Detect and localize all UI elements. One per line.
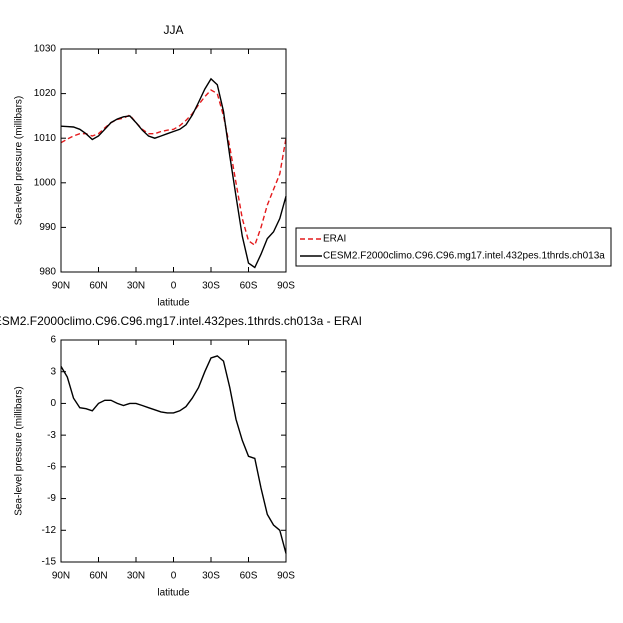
y-tick-label: 3 <box>50 366 56 377</box>
x-tick-label: 60S <box>240 571 258 582</box>
x-axis-label: latitude <box>157 588 190 599</box>
x-tick-label: 30N <box>127 281 145 292</box>
y-tick-label: 980 <box>39 267 56 278</box>
y-tick-label: 6 <box>50 335 56 346</box>
x-tick-label: 60N <box>89 281 107 292</box>
data-line <box>60 89 287 247</box>
x-tick-label: 90N <box>52 571 70 582</box>
y-tick-label: -3 <box>47 430 56 441</box>
y-tick-label: -6 <box>47 461 56 472</box>
x-tick-label: 90S <box>277 281 295 292</box>
legend-label: ERAI <box>323 234 346 245</box>
plot-frame <box>60 48 287 273</box>
x-tick-label: 90S <box>277 571 295 582</box>
y-tick-label: 990 <box>39 222 56 233</box>
x-tick-label: 60S <box>240 281 258 292</box>
chart-title: CESM2.F2000climo.C96.C96.mg17.intel.432p… <box>0 314 362 328</box>
x-tick-label: 30N <box>127 571 145 582</box>
legend-box <box>295 227 612 267</box>
x-tick-label: 60N <box>89 571 107 582</box>
y-tick-label: -9 <box>47 493 56 504</box>
legend-label: CESM2.F2000climo.C96.C96.mg17.intel.432p… <box>323 251 605 262</box>
y-axis-label: Sea-level pressure (millibars) <box>14 386 25 515</box>
y-tick-label: 1020 <box>34 88 57 99</box>
x-tick-label: 90N <box>52 281 70 292</box>
y-tick-label: 0 <box>50 398 56 409</box>
y-tick-label: -15 <box>42 557 57 568</box>
y-tick-label: 1030 <box>34 44 57 55</box>
y-tick-label: -12 <box>42 525 57 536</box>
data-line <box>60 77 287 269</box>
x-axis-label: latitude <box>157 298 190 309</box>
chart-title: JJA <box>163 23 183 37</box>
plot-frame <box>60 339 287 563</box>
y-tick-label: 1010 <box>34 133 57 144</box>
x-tick-label: 30S <box>202 571 220 582</box>
x-tick-label: 0 <box>171 571 177 582</box>
x-tick-label: 30S <box>202 281 220 292</box>
y-tick-label: 1000 <box>34 177 57 188</box>
x-tick-label: 0 <box>171 281 177 292</box>
data-line <box>60 355 287 554</box>
y-axis-label: Sea-level pressure (millibars) <box>14 96 25 225</box>
